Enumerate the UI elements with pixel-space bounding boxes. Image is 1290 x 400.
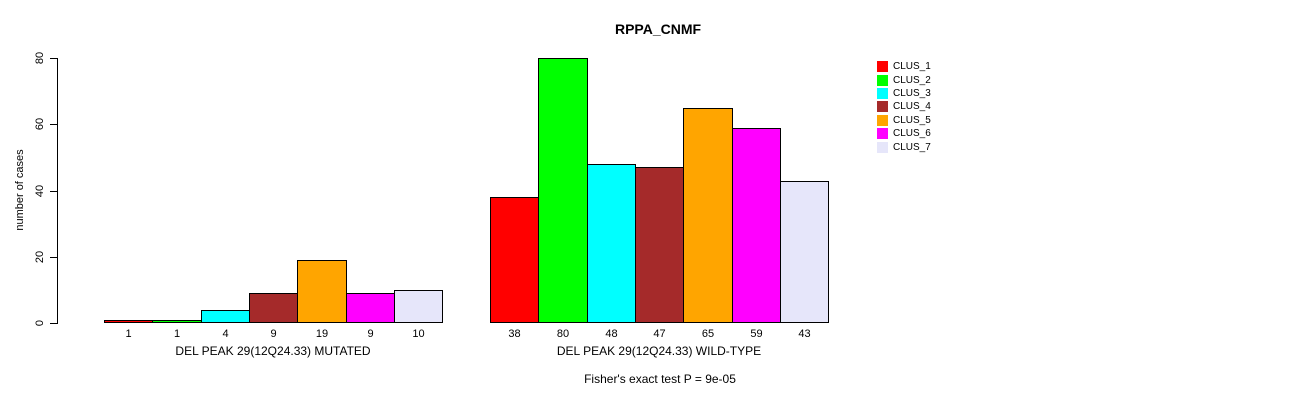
legend-swatch-clus_6 xyxy=(877,128,888,140)
bar-value-label: 9 xyxy=(367,328,374,340)
bar-clus_2-group2 xyxy=(538,58,588,323)
legend: CLUS_1 CLUS_2 CLUS_3 CLUS_4 CLUS_5 CLUS_6 CLUS… xyxy=(877,60,931,154)
legend-item: CLUS_7 xyxy=(877,140,931,153)
y-tick-mark xyxy=(50,124,57,125)
bar-value-label: 19 xyxy=(315,328,329,340)
bar-clus_2-group1 xyxy=(152,320,202,323)
bar-value-label: 80 xyxy=(556,328,570,340)
legend-swatch-clus_1 xyxy=(877,61,888,73)
legend-item: CLUS_2 xyxy=(877,73,931,86)
legend-label: CLUS_2 xyxy=(893,74,931,86)
bar-value-label: 1 xyxy=(125,328,132,340)
bar-value-label: 1 xyxy=(173,328,181,340)
group-label: DEL PEAK 29(12Q24.33) WILD-TYPE xyxy=(556,344,762,358)
bar-value-label: 38 xyxy=(508,328,521,340)
y-tick-label: 80 xyxy=(34,51,46,65)
y-tick-label: 20 xyxy=(34,250,46,264)
legend-label: CLUS_6 xyxy=(893,128,931,140)
bar-value-label: 10 xyxy=(412,328,425,340)
bar-clus_7-group2 xyxy=(780,181,829,323)
bar-value-label: 48 xyxy=(605,328,618,340)
y-axis xyxy=(57,58,58,324)
legend-label: CLUS_7 xyxy=(893,141,931,153)
legend-item: CLUS_4 xyxy=(877,100,931,113)
bar-clus_7-group1 xyxy=(394,290,443,323)
bar-value-label: 4 xyxy=(222,328,229,340)
bar-value-label: 43 xyxy=(798,328,811,340)
bar-value-label: 9 xyxy=(270,328,277,340)
y-tick-mark xyxy=(50,257,57,258)
legend-item: CLUS_5 xyxy=(877,114,931,127)
legend-item: CLUS_6 xyxy=(877,127,931,140)
legend-item: CLUS_3 xyxy=(877,87,931,100)
legend-label: CLUS_1 xyxy=(893,61,931,73)
legend-label: CLUS_5 xyxy=(893,114,931,126)
bar-clus_4-group2 xyxy=(635,167,684,323)
bar-value-label: 47 xyxy=(653,328,666,340)
bar-clus_1-group1 xyxy=(104,320,153,323)
bar-clus_6-group1 xyxy=(346,293,395,323)
bar-value-label: 59 xyxy=(750,328,763,340)
legend-item: CLUS_1 xyxy=(877,60,931,73)
group-label: DEL PEAK 29(12Q24.33) MUTATED xyxy=(175,344,371,358)
legend-swatch-clus_5 xyxy=(877,114,888,126)
y-tick-mark xyxy=(50,58,57,59)
bar-clus_1-group2 xyxy=(490,197,539,323)
bar-clus_4-group1 xyxy=(249,293,298,323)
legend-label: CLUS_4 xyxy=(893,101,931,113)
legend-swatch-clus_4 xyxy=(877,101,888,113)
annotation-text: Fisher's exact test P = 9e-05 xyxy=(584,372,736,386)
bar-value-label: 65 xyxy=(701,328,715,340)
y-axis-label: number of cases xyxy=(14,149,26,231)
bar-clus_6-group2 xyxy=(732,128,781,323)
legend-swatch-clus_2 xyxy=(877,74,888,86)
y-tick-label: 0 xyxy=(34,319,46,327)
bar-clus_3-group2 xyxy=(587,164,636,323)
y-tick-mark xyxy=(50,323,57,324)
bar-clus_3-group1 xyxy=(201,310,250,323)
y-tick-mark xyxy=(50,191,57,192)
bar-clus_5-group1 xyxy=(297,260,347,323)
chart-title: RPPA_CNMF xyxy=(614,21,702,37)
bar-clus_5-group2 xyxy=(683,108,733,323)
y-tick-label: 40 xyxy=(34,184,46,198)
y-tick-label: 60 xyxy=(34,117,46,131)
legend-label: CLUS_3 xyxy=(893,87,931,99)
legend-swatch-clus_3 xyxy=(877,87,888,99)
legend-swatch-clus_7 xyxy=(877,141,888,153)
